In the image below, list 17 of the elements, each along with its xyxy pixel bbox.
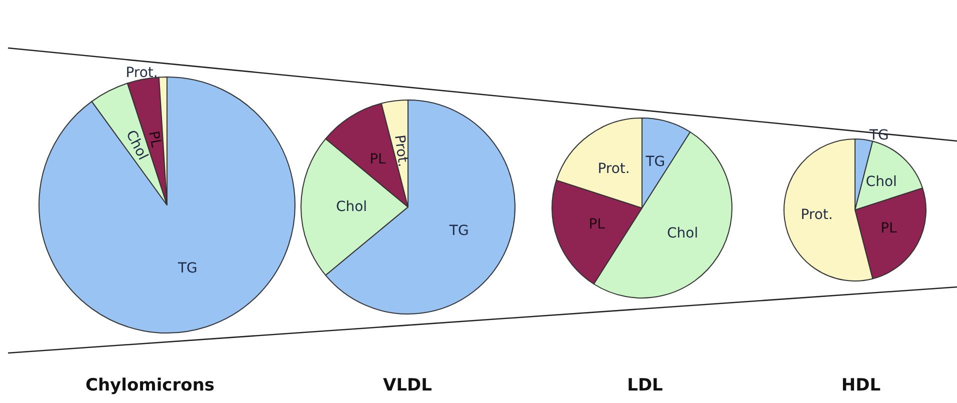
slice-label: Chol xyxy=(866,174,897,190)
text: LDL xyxy=(627,376,664,396)
text: Chylomicrons xyxy=(85,376,215,396)
slice-label: TG xyxy=(177,260,198,277)
slice-label: PL xyxy=(370,151,386,168)
slice-label: PL xyxy=(880,220,898,237)
slice-label: Chol xyxy=(336,199,368,215)
slice-label: Prot. xyxy=(800,206,833,223)
slice-label: Prot. xyxy=(126,65,158,82)
slice-label: Prot. xyxy=(598,161,630,178)
slice-label: Chol xyxy=(666,226,698,242)
slice-label: PL xyxy=(588,216,606,232)
slice-label: TG xyxy=(448,223,469,240)
text: HDL xyxy=(841,376,881,396)
slice-label: Prot. xyxy=(390,134,411,168)
text: VLDL xyxy=(383,376,432,396)
slice-label: TG xyxy=(644,154,666,170)
